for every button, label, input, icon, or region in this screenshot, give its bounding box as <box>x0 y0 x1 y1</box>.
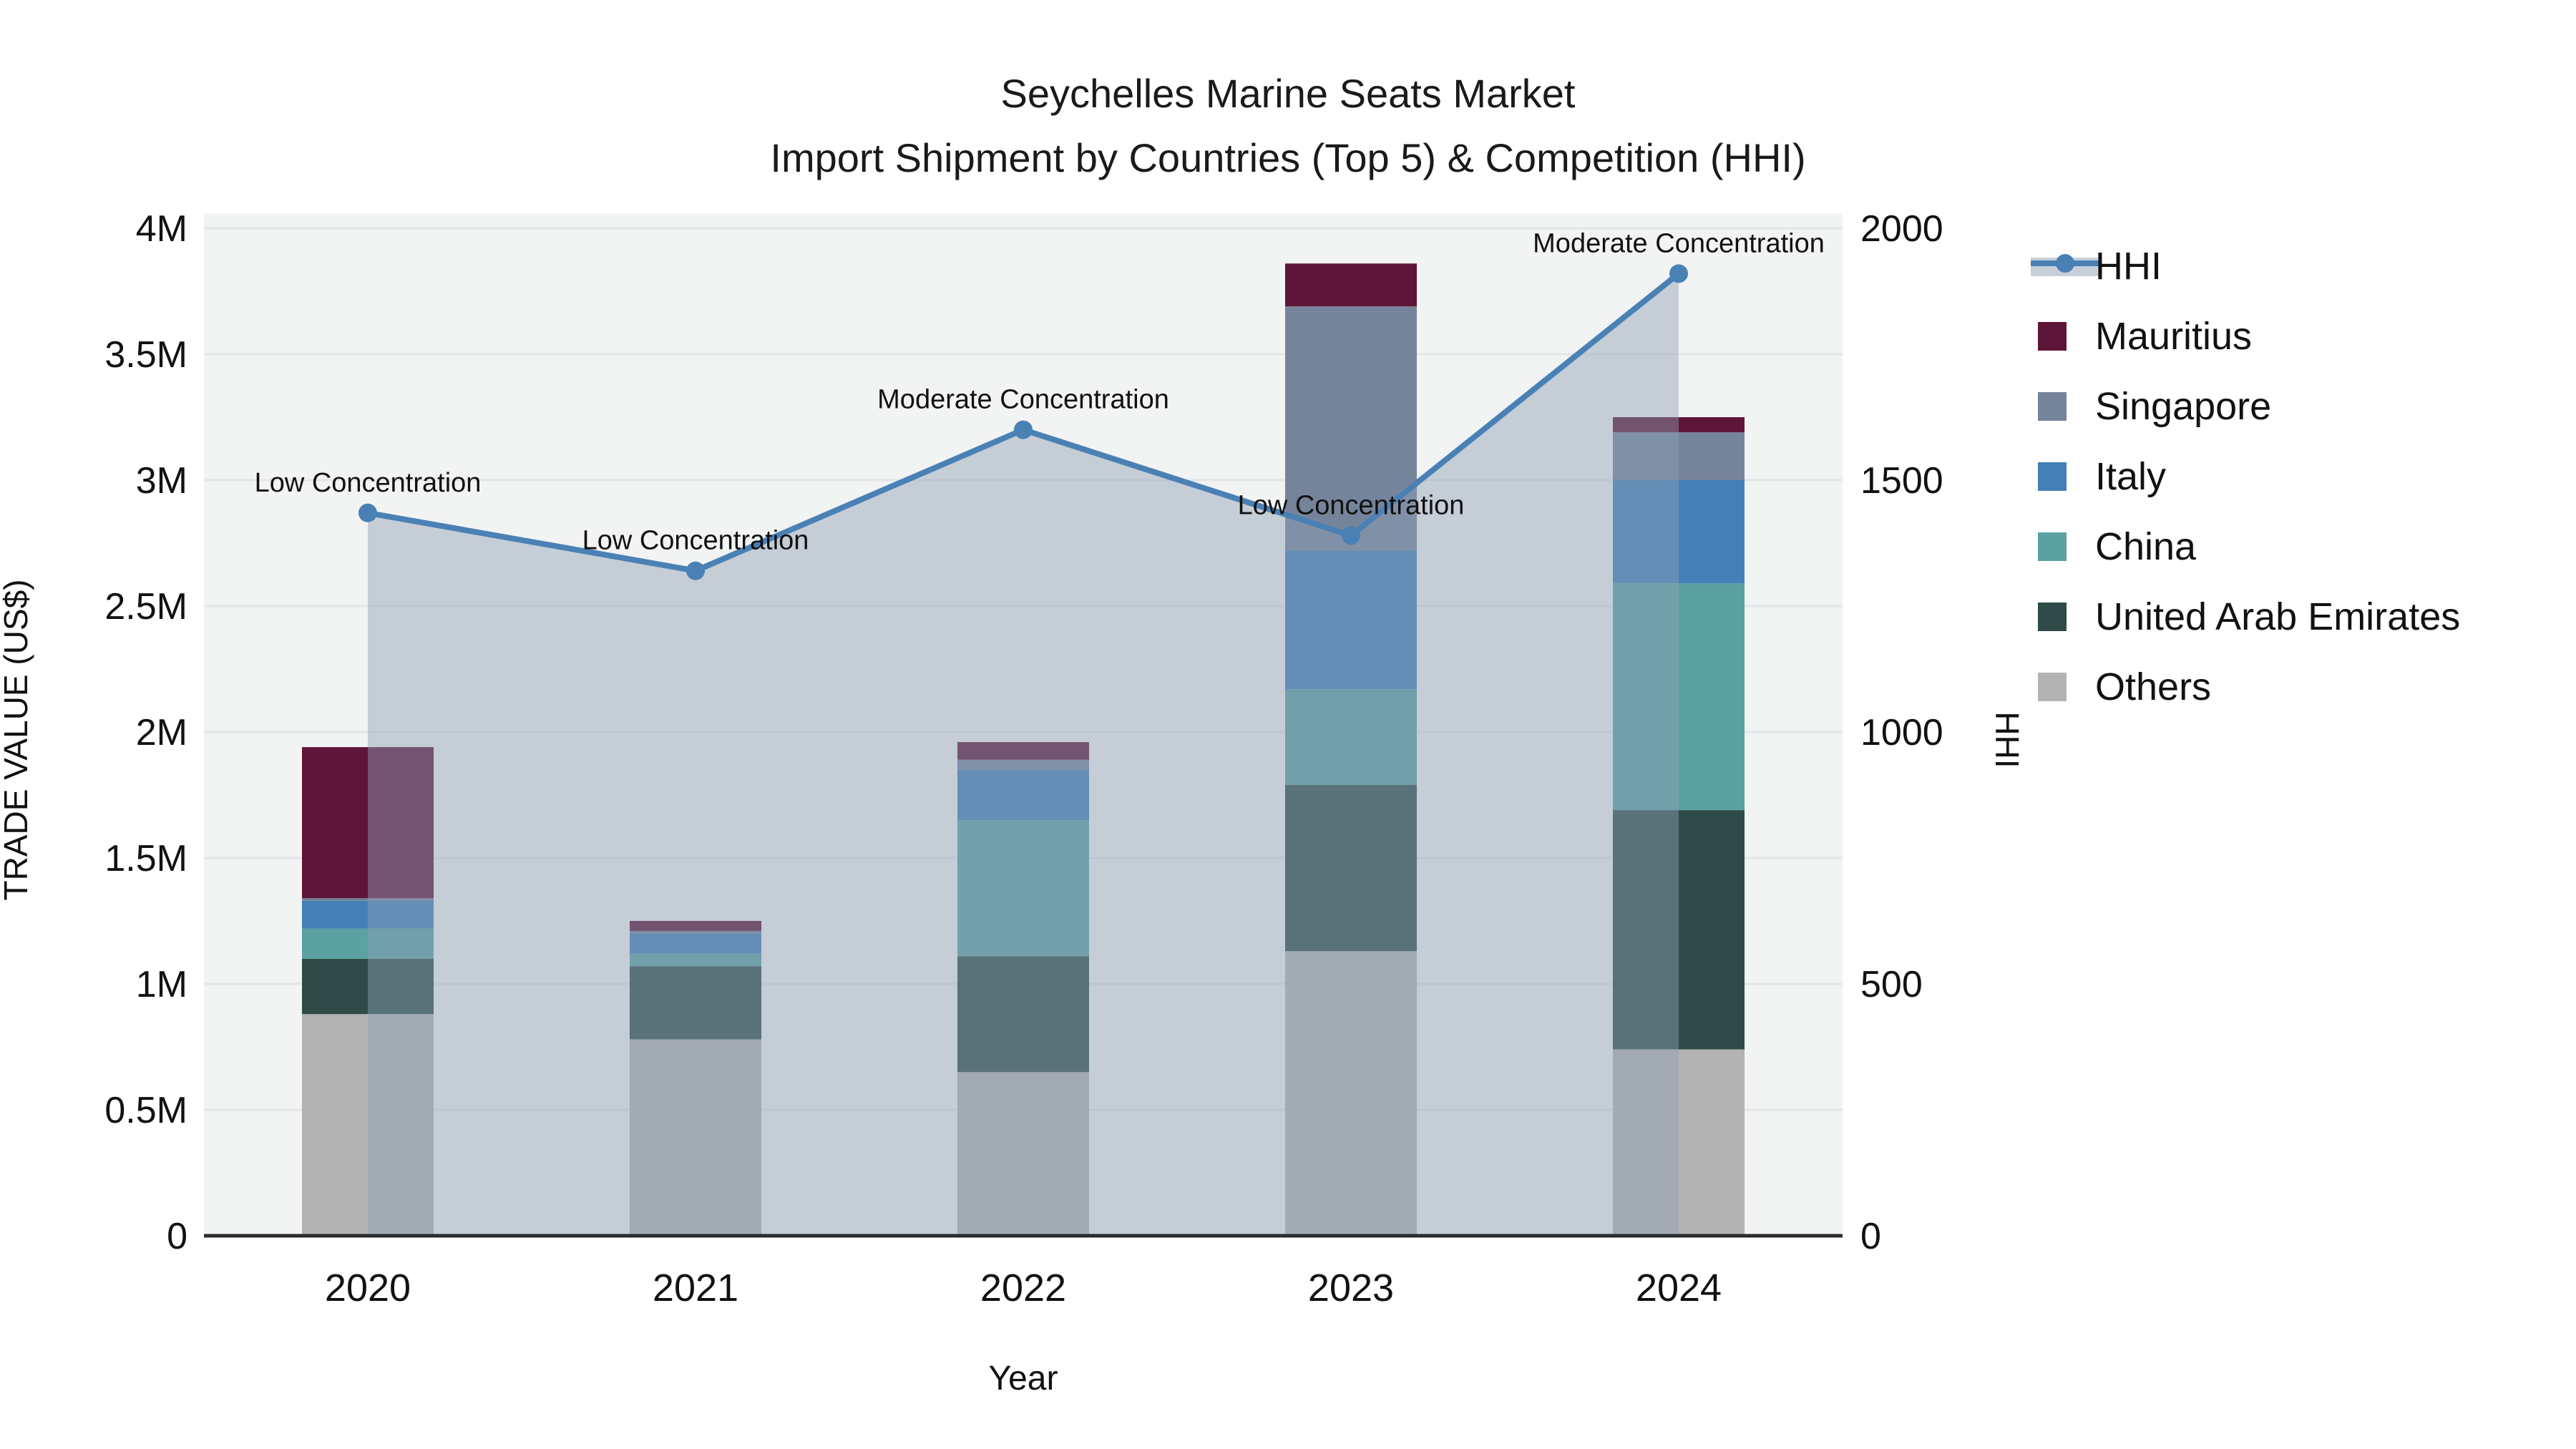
legend-item-china[interactable]: China <box>2038 525 2197 568</box>
bar-segment-others-2021[interactable] <box>630 1039 761 1236</box>
y-left-tick-label: 3.5M <box>104 334 187 376</box>
bar-segment-mauritius-2024[interactable] <box>1613 417 1745 433</box>
y-left-tick-label: 3M <box>136 460 187 502</box>
hhi-marker-2023[interactable] <box>1342 526 1360 545</box>
y-right-tick-label: 500 <box>1860 964 1923 1005</box>
legend-label: Mauritius <box>2095 315 2252 358</box>
bar-segment-united-arab-emirates-2021[interactable] <box>630 966 761 1040</box>
bar-segment-others-2020[interactable] <box>302 1014 434 1236</box>
legend-label: Italy <box>2095 455 2166 498</box>
x-tick-label-2024: 2024 <box>1636 1267 1722 1309</box>
legend-swatch-italy-icon <box>2038 462 2067 491</box>
legend-item-singapore[interactable]: Singapore <box>2038 385 2271 428</box>
legend-label: United Arab Emirates <box>2095 595 2460 638</box>
y-left-axis-title: TRADE VALUE (US$) <box>0 579 34 900</box>
bar-segment-singapore-2024[interactable] <box>1613 432 1745 480</box>
chart-title: Seychelles Marine Seats Market <box>1000 71 1575 116</box>
bar-segment-china-2024[interactable] <box>1613 583 1745 811</box>
legend-swatch-united-arab-emirates-icon <box>2038 602 2067 631</box>
chart-subtitle: Import Shipment by Countries (Top 5) & C… <box>770 135 1805 180</box>
annotation-2023: Low Concentration <box>1238 490 1465 520</box>
bar-segment-others-2024[interactable] <box>1613 1049 1745 1236</box>
annotation-2020: Low Concentration <box>255 468 482 498</box>
bar-segment-china-2020[interactable] <box>302 928 434 959</box>
bar-segment-italy-2022[interactable] <box>957 769 1089 821</box>
legend-swatch-singapore-icon <box>2038 392 2067 421</box>
y-left-tick-label: 2M <box>136 712 187 753</box>
bar-segment-china-2022[interactable] <box>957 820 1089 957</box>
annotation-2021: Low Concentration <box>582 526 809 556</box>
bar-segment-china-2021[interactable] <box>630 953 761 967</box>
hhi-marker-2024[interactable] <box>1669 264 1688 283</box>
x-tick-label-2021: 2021 <box>653 1267 738 1309</box>
bar-segment-singapore-2022[interactable] <box>957 759 1089 770</box>
bar-segment-italy-2021[interactable] <box>630 933 761 954</box>
bar-segment-mauritius-2020[interactable] <box>302 747 434 899</box>
y-left-tick-label: 2.5M <box>104 586 187 628</box>
y-left-tick-label: 0 <box>167 1216 187 1257</box>
x-tick-label-2023: 2023 <box>1308 1267 1394 1309</box>
y-right-tick-label: 1500 <box>1860 460 1943 502</box>
y-left-tick-label: 1.5M <box>104 838 187 879</box>
bar-segment-united-arab-emirates-2020[interactable] <box>302 958 434 1015</box>
bar-segment-singapore-2020[interactable] <box>302 898 434 901</box>
legend-item-others[interactable]: Others <box>2038 665 2211 708</box>
legend-swatch-others-icon <box>2038 673 2067 701</box>
hhi-marker-2020[interactable] <box>358 503 377 522</box>
y-left-tick-label: 1M <box>136 964 187 1005</box>
legend-item-hhi[interactable]: HHI <box>2031 245 2162 288</box>
bar-segment-united-arab-emirates-2023[interactable] <box>1285 784 1417 952</box>
hhi-marker-2022[interactable] <box>1014 420 1033 439</box>
legend-item-united-arab-emirates[interactable]: United Arab Emirates <box>2038 595 2460 638</box>
annotation-2022: Moderate Concentration <box>877 385 1169 415</box>
bar-segment-united-arab-emirates-2022[interactable] <box>957 956 1089 1073</box>
bar-segment-others-2023[interactable] <box>1285 951 1417 1236</box>
legend-swatch-mauritius-icon <box>2038 322 2067 351</box>
x-tick-label-2022: 2022 <box>980 1267 1066 1309</box>
legend-label: HHI <box>2095 245 2162 288</box>
bar-segment-mauritius-2022[interactable] <box>957 742 1089 760</box>
hhi-area <box>368 273 1679 1236</box>
legend-item-mauritius[interactable]: Mauritius <box>2038 315 2252 358</box>
legend-label: China <box>2095 525 2197 568</box>
bar-segment-mauritius-2023[interactable] <box>1285 263 1417 307</box>
y-right-tick-label: 0 <box>1860 1216 1881 1257</box>
bar-segment-singapore-2023[interactable] <box>1285 306 1417 551</box>
bar-segment-italy-2024[interactable] <box>1613 480 1745 584</box>
y-right-tick-label: 1000 <box>1860 712 1943 753</box>
legend-label: Others <box>2095 665 2211 708</box>
y-right-tick-label: 2000 <box>1860 208 1943 250</box>
annotation-2024: Moderate Concentration <box>1533 228 1825 258</box>
x-tick-label-2020: 2020 <box>325 1267 411 1309</box>
y-left-tick-label: 0.5M <box>104 1090 187 1131</box>
legend-item-italy[interactable]: Italy <box>2038 455 2166 498</box>
bar-segment-others-2022[interactable] <box>957 1072 1089 1236</box>
bar-segment-mauritius-2021[interactable] <box>630 921 761 932</box>
bar-segment-singapore-2021[interactable] <box>630 931 761 934</box>
legend-swatch-china-icon <box>2038 532 2067 561</box>
bar-segment-italy-2020[interactable] <box>302 900 434 929</box>
bar-segment-italy-2023[interactable] <box>1285 550 1417 690</box>
legend-hhi-marker-icon <box>2056 254 2074 273</box>
bar-segment-china-2023[interactable] <box>1285 689 1417 785</box>
bar-segment-united-arab-emirates-2024[interactable] <box>1613 810 1745 1050</box>
legend-label: Singapore <box>2095 385 2271 428</box>
x-axis-title: Year <box>989 1360 1058 1397</box>
y-right-axis-title: HHI <box>1989 711 2026 768</box>
y-left-tick-label: 4M <box>136 208 187 250</box>
hhi-marker-2021[interactable] <box>686 561 705 580</box>
